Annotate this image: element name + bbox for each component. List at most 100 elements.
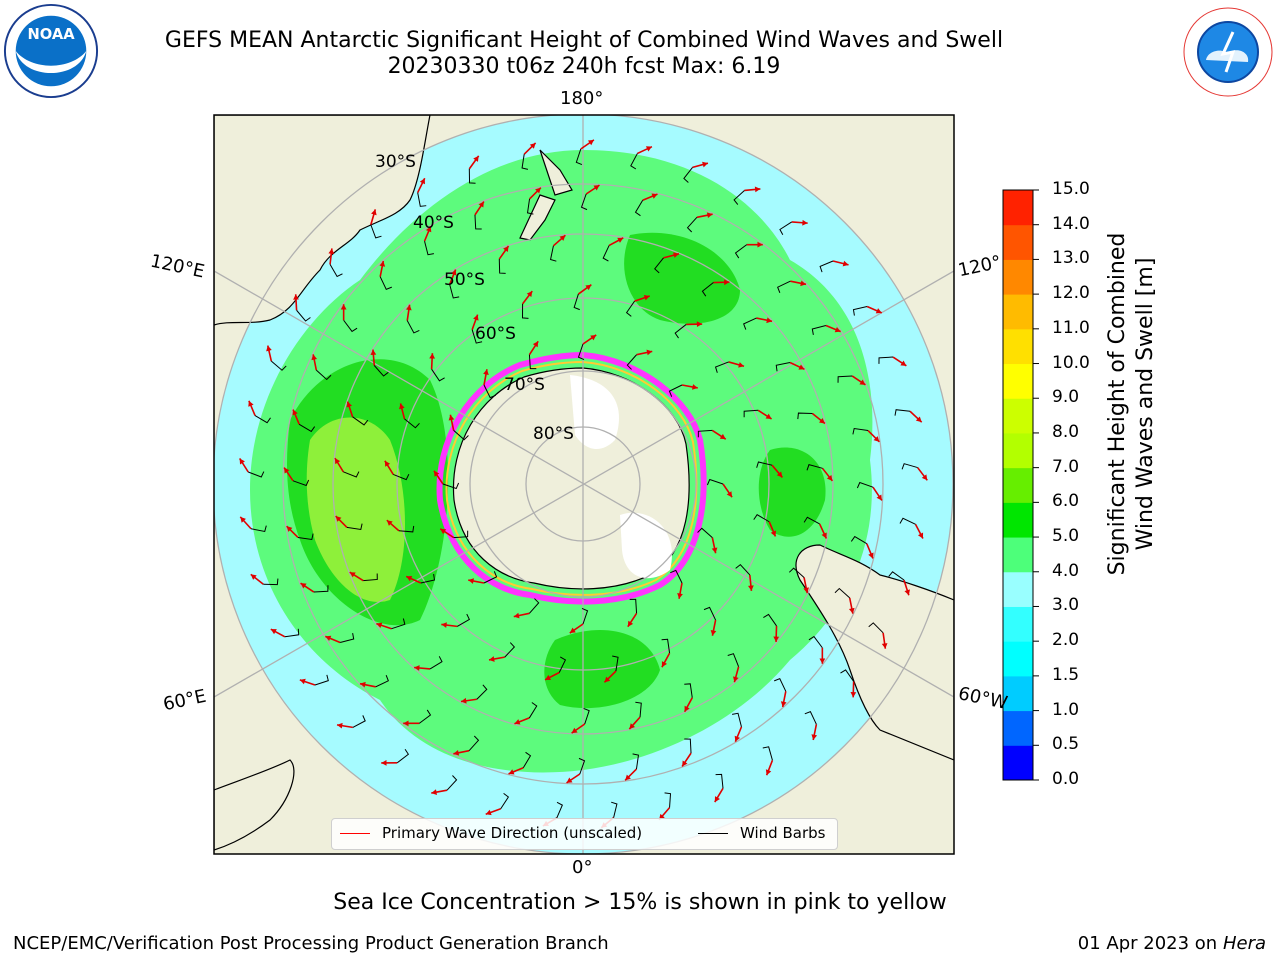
wind-barb — [840, 669, 855, 682]
legend-wave-label: Primary Wave Direction (unscaled) — [382, 824, 643, 842]
wave-arrow-head — [842, 260, 849, 267]
wind-barb — [626, 354, 637, 370]
wind-barb — [811, 325, 826, 335]
wind-barb — [581, 607, 589, 625]
wave-arrow-head — [299, 678, 306, 685]
wave-arrow-head — [798, 364, 805, 370]
wind-barb — [756, 461, 773, 468]
wind-barb — [446, 775, 458, 791]
wind-barb — [363, 573, 378, 582]
wind-barb — [837, 375, 853, 383]
lat-label-30s: 30°S — [375, 152, 416, 172]
colorbar-title-line1: Significant Height of Combined — [1105, 232, 1130, 576]
wave-arrow-head — [770, 530, 777, 537]
wave-arrow-head — [403, 720, 409, 727]
colorbar-segment — [1003, 537, 1033, 573]
wind-barb — [670, 569, 683, 584]
wind-barb — [398, 525, 415, 533]
wave-arrow-head — [692, 384, 698, 390]
wind-barb — [556, 801, 563, 819]
colorbar-tick-label: 2.0 — [1052, 630, 1080, 651]
legend-item-wave: Primary Wave Direction (unscaled) — [340, 824, 642, 842]
wind-barb — [878, 356, 894, 364]
wave-arrow-head — [328, 248, 335, 255]
wind-barb — [468, 735, 480, 752]
colorbar-tick-label: 10.0 — [1052, 352, 1090, 373]
wave-arrow-head — [473, 155, 479, 162]
colorbar-segment — [1003, 502, 1033, 538]
wind-barb — [522, 303, 529, 319]
wind-barb — [352, 715, 366, 728]
wave-arrow-head — [334, 458, 341, 465]
wave-arrow-head — [485, 809, 492, 816]
wave-arrow-head — [587, 139, 594, 146]
wind-barb — [612, 655, 619, 672]
colorbar-segment — [1003, 606, 1033, 642]
wind-barb — [734, 244, 748, 259]
wave-arrow-head — [461, 697, 467, 704]
wave-arrow-head — [250, 574, 257, 580]
wind-barb — [852, 305, 868, 316]
wave-arrow-head — [915, 416, 922, 423]
footer-date-text: 01 Apr 2023 on — [1077, 933, 1223, 954]
wave-arrow-head — [240, 516, 246, 523]
colorbar-segment — [1003, 363, 1033, 399]
wind-barb — [521, 154, 529, 170]
wave-arrow-head — [346, 401, 352, 408]
colorbar-tick-label: 5.0 — [1052, 526, 1080, 547]
wave-arrow-head — [340, 304, 347, 310]
wave-arrow-head — [566, 777, 573, 783]
wind-barb — [391, 618, 406, 630]
wave-arrow-head — [682, 760, 688, 767]
wave-arrow-head — [702, 161, 708, 168]
wind-barb — [806, 464, 823, 471]
wave-arrow-head — [726, 491, 733, 498]
wave-arrow-head — [834, 326, 841, 333]
colorbar-tick-label: 8.0 — [1052, 421, 1080, 442]
colorbar-tick-label: 9.0 — [1052, 387, 1080, 408]
colorbar-segment — [1003, 398, 1033, 434]
wave-arrow-head — [379, 261, 386, 267]
colorbar-segment — [1003, 259, 1033, 295]
wave-arrow-head — [875, 308, 882, 314]
wind-barb — [346, 523, 363, 531]
wave-arrow-head — [733, 676, 739, 683]
wind-barb — [706, 478, 724, 486]
lat-label-60s: 60°S — [475, 324, 516, 344]
colorbar-segment — [1003, 745, 1033, 781]
wave-arrow-head — [545, 674, 552, 680]
wave-arrow-head — [414, 665, 420, 671]
ocean-high-patch-2 — [624, 232, 740, 324]
wave-arrow-head — [873, 436, 880, 442]
wave-arrow-head — [848, 607, 855, 614]
colorbar — [1002, 189, 1039, 781]
wind-barb — [471, 329, 483, 344]
wave-arrow-head — [419, 178, 425, 185]
wind-barb — [396, 748, 410, 764]
colorbar-segment — [1003, 190, 1033, 226]
wind-barb — [611, 801, 618, 818]
wind-barb — [474, 214, 482, 230]
wave-arrow-head — [677, 593, 683, 599]
chart-title-line1: GEFS MEAN Antarctic Significant Height o… — [164, 28, 1004, 53]
wave-arrow-head — [643, 294, 650, 301]
wave-arrow-head — [876, 494, 882, 501]
wind-barb — [714, 361, 729, 373]
lat-label-70s: 70°S — [504, 375, 545, 395]
wave-arrow-head — [532, 341, 539, 348]
ice-edge-yellow — [445, 360, 698, 596]
wave-arrow-head — [453, 749, 460, 756]
wind-barb — [314, 674, 329, 686]
wave-arrow-head — [325, 635, 332, 642]
wind-barb — [686, 216, 698, 233]
wind-barb — [373, 365, 389, 377]
legend-wave-line — [340, 833, 370, 834]
wind-barb — [684, 738, 692, 754]
land-south-america — [795, 544, 954, 761]
colorbar-segment — [1003, 432, 1033, 469]
wave-arrow-head — [800, 280, 806, 287]
wave-arrow-head — [489, 656, 495, 662]
wind-barb — [254, 415, 271, 424]
colorbar-title: Significant Height of Combined Wind Wave… — [1104, 144, 1174, 664]
wind-barb — [263, 578, 279, 586]
